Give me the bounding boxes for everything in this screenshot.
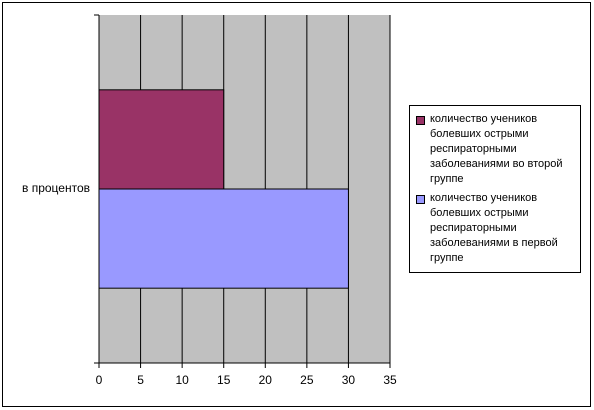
legend-item: количество учеников болевших острыми рес… xyxy=(410,189,580,268)
x-tick-label: 0 xyxy=(96,373,103,387)
x-tick-label: 5 xyxy=(137,373,144,387)
x-tick-label: 15 xyxy=(217,373,231,387)
legend-swatch xyxy=(416,195,425,204)
x-tick-label: 20 xyxy=(259,373,273,387)
legend-label: количество учеников болевших острыми рес… xyxy=(430,113,563,185)
x-tick-label: 35 xyxy=(383,373,397,387)
bar xyxy=(98,89,225,190)
bar xyxy=(98,188,349,289)
x-tick-label: 10 xyxy=(175,373,189,387)
x-tick-label: 30 xyxy=(342,373,356,387)
legend: количество учеников болевших острыми рес… xyxy=(409,105,581,273)
legend-item: количество учеников болевших острыми рес… xyxy=(410,110,580,189)
legend-swatch xyxy=(416,116,425,125)
y-tick-label: в процентов xyxy=(22,181,90,195)
legend-label: количество учеников болевших острыми рес… xyxy=(430,192,558,264)
x-tick-label: 25 xyxy=(300,373,314,387)
